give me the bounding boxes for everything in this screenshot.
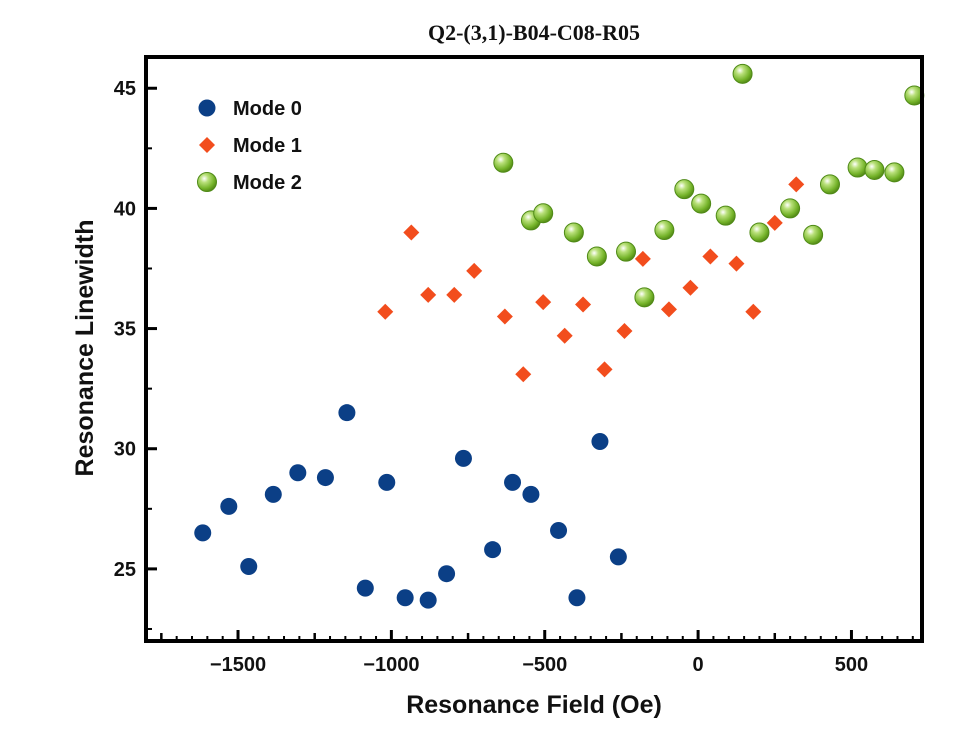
data-point-mode-0: [356, 579, 374, 597]
y-axis-label: Resonance Linewidth: [71, 220, 99, 477]
legend-label-mode-2: Mode 2: [233, 172, 302, 194]
data-point-mode-0: [419, 591, 437, 609]
legend-marker-mode-2: [197, 172, 217, 192]
data-point-mode-0: [316, 469, 334, 487]
data-point-mode-0: [194, 524, 212, 542]
data-point-mode-1: [377, 303, 394, 320]
data-point-mode-2: [533, 203, 554, 224]
plot-area: [194, 63, 925, 609]
axes: −1500 −1000 −500 0 500 25 30 35 40 45: [114, 78, 914, 676]
x-tick-label: −500: [522, 654, 567, 676]
legend-entry-mode-2: Mode 2: [197, 172, 302, 194]
data-point-mode-2: [847, 157, 868, 178]
data-point-mode-0: [522, 485, 540, 503]
data-point-mode-0: [484, 541, 502, 559]
legend-entry-mode-0: Mode 0: [198, 98, 302, 120]
data-point-mode-1: [616, 322, 633, 339]
data-point-mode-1: [575, 296, 592, 313]
data-point-mode-0: [396, 589, 414, 607]
y-tick-label: 45: [114, 78, 136, 100]
x-tick-label: 0: [693, 654, 704, 676]
series-mode-1: [377, 176, 805, 383]
data-point-mode-1: [556, 327, 573, 344]
chart-title: Q2-(3,1)-B04-C08-R05: [428, 20, 640, 45]
series-mode-2: [493, 63, 925, 308]
data-point-mode-2: [715, 205, 736, 226]
data-point-mode-0: [438, 565, 456, 583]
data-point-mode-1: [515, 366, 532, 383]
plot-frame: [144, 55, 924, 643]
data-point-mode-1: [466, 262, 483, 279]
data-point-mode-2: [819, 174, 840, 195]
legend-entry-mode-1: Mode 1: [199, 135, 302, 157]
data-point-mode-0: [378, 473, 396, 491]
data-point-mode-2: [586, 246, 607, 267]
data-point-mode-2: [780, 198, 801, 219]
legend-label-mode-1: Mode 1: [233, 135, 302, 157]
y-tick-label: 25: [114, 559, 136, 581]
data-point-mode-0: [609, 548, 627, 566]
legend-marker-mode-1: [199, 137, 215, 153]
data-point-mode-0: [504, 473, 522, 491]
data-point-mode-2: [749, 222, 770, 243]
data-point-mode-0: [550, 521, 568, 539]
data-point-mode-1: [403, 224, 420, 241]
data-point-mode-0: [591, 433, 609, 451]
x-axis-label: Resonance Field (Oe): [406, 691, 662, 719]
data-point-mode-0: [220, 497, 238, 515]
data-point-mode-1: [702, 248, 719, 265]
data-point-mode-1: [745, 303, 762, 320]
x-tick-label: 500: [835, 654, 868, 676]
y-tick-label: 30: [114, 439, 136, 461]
data-point-mode-1: [446, 286, 463, 303]
data-point-mode-2: [803, 224, 824, 245]
data-point-mode-1: [682, 279, 699, 296]
data-point-mode-1: [634, 250, 651, 267]
data-point-mode-0: [240, 557, 258, 575]
data-point-mode-1: [728, 255, 745, 272]
y-tick-label: 40: [114, 198, 136, 220]
data-point-mode-1: [420, 286, 437, 303]
data-point-mode-1: [788, 176, 805, 193]
data-point-mode-0: [568, 589, 586, 607]
data-point-mode-2: [884, 162, 905, 183]
data-point-mode-2: [616, 241, 637, 262]
y-tick-label: 35: [114, 319, 136, 341]
data-point-mode-0: [289, 464, 307, 482]
data-point-mode-0: [454, 449, 472, 467]
data-point-mode-2: [493, 152, 514, 173]
data-point-mode-2: [634, 287, 655, 308]
data-point-mode-1: [766, 214, 783, 231]
data-point-mode-2: [864, 159, 885, 180]
data-point-mode-2: [691, 193, 712, 214]
x-tick-label: −1000: [363, 654, 419, 676]
data-point-mode-0: [264, 485, 282, 503]
data-point-mode-1: [660, 301, 677, 318]
data-point-mode-0: [338, 404, 356, 422]
legend-label-mode-0: Mode 0: [233, 98, 302, 120]
data-point-mode-2: [674, 179, 695, 200]
legend: Mode 0 Mode 1 Mode 2: [197, 98, 302, 194]
x-tick-label: −1500: [210, 654, 266, 676]
data-point-mode-2: [732, 63, 753, 84]
legend-marker-mode-0: [198, 99, 216, 117]
data-point-mode-1: [496, 308, 513, 325]
series-mode-0: [194, 404, 627, 609]
data-point-mode-2: [654, 220, 675, 241]
data-point-mode-2: [563, 222, 584, 243]
data-point-mode-1: [535, 294, 552, 311]
data-point-mode-1: [596, 361, 613, 378]
